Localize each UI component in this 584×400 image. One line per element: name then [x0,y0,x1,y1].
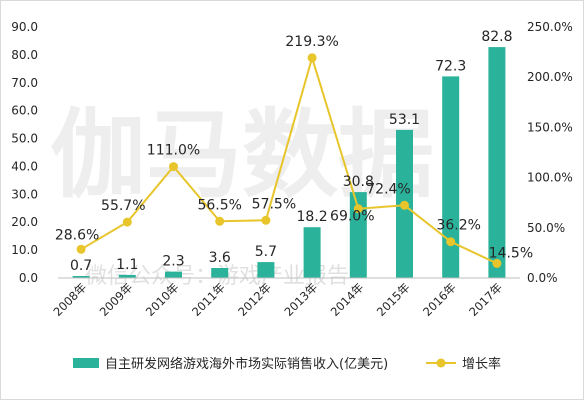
legend-label-bar: 自主研发网络游戏海外市场实际销售收入(亿美元) [105,356,388,372]
growth-value-label: 219.3% [285,34,338,50]
watermark-text: 伽马数据 [50,99,434,211]
y-tick-label: 80.0 [11,48,38,62]
y-tick-label: 10.0 [11,243,38,257]
y2-tick-label: 0.0% [527,271,558,285]
y-tick-label: 70.0 [11,76,38,90]
y-tick-label: 0.0 [19,271,38,285]
x-tick-label: 2017年 [466,280,505,319]
growth-point-4 [261,215,271,225]
bar-value-label: 3.6 [209,250,231,266]
growth-value-label: 111.0% [147,143,200,159]
y-tick-label: 20.0 [11,215,38,229]
bar-value-label: 30.8 [343,174,374,190]
y2-tick-label: 100.0% [527,171,573,185]
bar-value-label: 2.3 [162,254,184,270]
growth-value-label: 55.7% [101,198,145,214]
growth-point-0 [76,244,86,254]
bar-6 [349,192,367,278]
growth-value-label: 36.2% [436,218,480,234]
growth-value-label: 69.0% [330,209,374,225]
growth-value-label: 72.4% [366,181,410,197]
growth-point-7 [400,200,409,210]
growth-line [80,54,498,265]
growth-point-5 [307,53,317,63]
growth-point-8 [446,237,456,247]
y2-tick-label: 150.0% [527,120,573,134]
bar-value-label: 5.7 [255,244,277,260]
growth-value-label: 56.5% [197,197,241,213]
y-tick-label: 90.0 [11,20,38,34]
bar-9 [488,47,506,278]
legend: 自主研发网络游戏海外市场实际销售收入(亿美元) 增长率 [73,356,501,372]
bar-4 [257,262,275,278]
legend-swatch-bar [73,358,99,368]
legend-label-line: 增长率 [462,356,501,372]
y-tick-label: 40.0 [11,159,38,173]
legend-marker-line [436,358,446,368]
bar-1 [118,274,136,278]
growth-point-1 [122,217,132,227]
bar-value-label: 53.1 [389,112,420,128]
growth-point-2 [169,162,178,172]
bar-value-label: 1.1 [116,257,138,273]
growth-point-6 [353,204,363,214]
y2-tick-label: 50.0% [527,221,565,235]
bar-value-label: 0.7 [70,258,92,274]
bar-value-label: 18.2 [297,209,328,225]
y-tick-label: 60.0 [11,104,38,118]
x-tick-label: 2008年 [50,280,89,319]
bar-2 [165,271,182,278]
growth-value-label: 14.5% [489,245,533,261]
bar-5 [303,227,321,278]
y-tick-label: 50.0 [11,132,38,146]
x-tick-label: 2015年 [374,280,413,319]
growth-point-3 [215,216,225,226]
y-tick-label: 30.0 [11,187,38,201]
bar-value-label: 82.8 [481,29,512,45]
growth-value-label: 28.6% [55,227,99,243]
bar-8 [442,76,460,279]
bar-3 [211,268,229,278]
growth-point-9 [492,258,502,268]
x-tick-label: 2016年 [420,280,459,319]
watermark: 伽马数据 微信公众号：游戏产业报告 [50,99,434,289]
bar-0 [72,276,90,278]
y2-tick-label: 200.0% [527,70,573,84]
y2-tick-label: 250.0% [527,20,573,34]
bar-value-label: 72.3 [435,58,466,74]
growth-value-label: 57.5% [252,196,296,212]
